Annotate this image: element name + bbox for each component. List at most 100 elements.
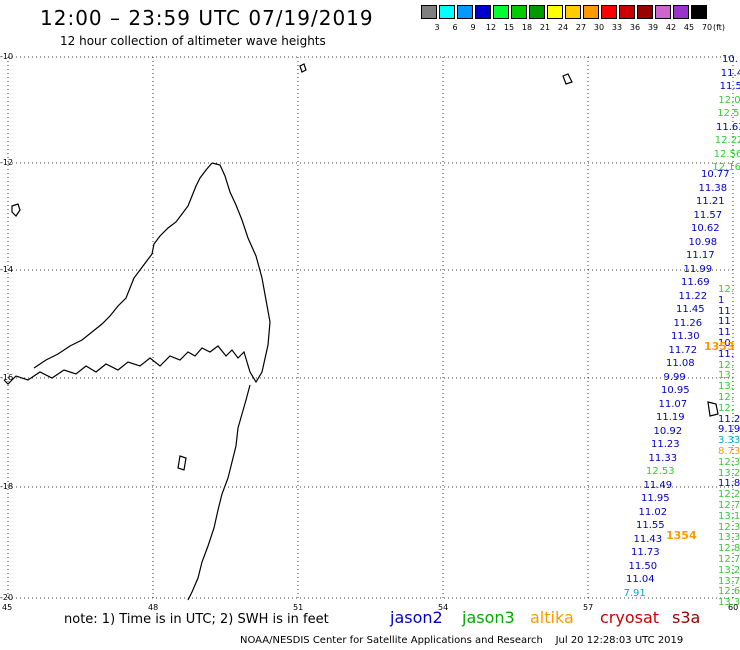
wave-height-value: 12.88	[718, 543, 740, 555]
island-small-2	[299, 63, 307, 73]
colorbar-swatch	[637, 5, 653, 19]
satellite-legend-item: cryosat	[600, 608, 660, 627]
colorbar-swatch	[421, 5, 437, 19]
map-subtitle: 12 hour collection of altimeter wave hei…	[60, 34, 326, 48]
wave-height-value: 10.92	[653, 425, 683, 437]
colorbar-label: 21	[539, 23, 551, 32]
wave-height-value: 12.38	[718, 521, 740, 533]
wave-height-value: 11.22	[678, 290, 708, 302]
wave-height-value: 11.23	[651, 439, 680, 450]
units-note: note: 1) Time is in UTC; 2) SWH is in fe…	[64, 612, 329, 627]
latitude-label: -10	[0, 52, 14, 61]
wave-height-value: 12.	[718, 359, 734, 371]
wave-height-value: 11.30	[671, 331, 700, 342]
wave-height-value: 1	[718, 294, 725, 306]
wave-height-value: 12.53	[717, 108, 740, 119]
wave-height-value: 12.16	[712, 162, 740, 173]
wave-height-value: 11.99	[683, 263, 713, 275]
wave-height-value: 13.21	[718, 564, 740, 576]
wave-height-value: 12.22	[714, 135, 740, 146]
longitude-label: 54	[438, 603, 449, 612]
wave-height-value: 11.49	[643, 479, 673, 491]
wave-height-value: 11.07	[658, 398, 688, 410]
colorbar-label: 27	[575, 23, 587, 32]
timestamp: Jul 20 12:28:03 UTC 2019	[555, 635, 684, 646]
wave-height-value: 10.77	[701, 169, 730, 180]
wave-height-value: 11.04	[626, 574, 655, 585]
colorbar-label: 15	[503, 23, 515, 32]
wave-height-value: 11.69	[681, 277, 710, 288]
wave-height-value: 11.19	[656, 412, 685, 423]
wave-height-value: 11.2	[718, 413, 740, 425]
longitude-label: 48	[148, 603, 159, 612]
wave-height-value: 13.70	[718, 575, 740, 587]
wave-height-value: 10.	[718, 338, 734, 349]
colorbar-label: 18	[521, 23, 533, 32]
wave-height-value: 12.25	[718, 489, 740, 501]
colorbar-label: 36	[629, 23, 641, 32]
island-small-5	[707, 401, 719, 417]
wave-height-value: 11.95	[641, 493, 670, 504]
wave-height-value: 11.85	[718, 478, 740, 490]
longitude-label: 57	[583, 603, 594, 612]
colorbar-label: 45	[683, 23, 695, 32]
credit-text: NOAA/NESDIS Center for Satellite Applica…	[240, 635, 543, 646]
longitude-label: 60	[728, 603, 739, 612]
satellite-legend-item: s3a	[672, 608, 701, 627]
wave-height-value: 12.32	[718, 456, 740, 468]
wave-height-value: 10.95	[661, 385, 690, 396]
colorbar-label: 42	[665, 23, 677, 32]
colorbar-unit: (ft)	[712, 23, 726, 32]
wave-height-value: 13.20	[718, 467, 740, 479]
coastline-main	[3, 162, 271, 601]
wave-height-value: 12.66	[718, 586, 740, 598]
colorbar-swatch	[565, 5, 581, 19]
wave-height-value: 11.08	[666, 358, 695, 369]
satellite-legend-item: jason2	[390, 608, 443, 627]
wave-height-value: 10.	[722, 54, 738, 65]
colorbar-swatch	[529, 5, 545, 19]
altika-value: 1354	[666, 529, 697, 542]
wave-height-value: 12.	[718, 284, 734, 295]
island-small-4	[177, 455, 187, 471]
latitude-label: -16	[0, 373, 14, 382]
wave-height-value: 11	[718, 305, 731, 317]
colorbar-label: 12	[485, 23, 497, 32]
wave-height-value: 13.19	[718, 510, 740, 522]
colorbar-swatch	[439, 5, 455, 19]
wave-height-value: 13.	[718, 381, 734, 393]
wave-height-value: 12.56	[713, 148, 740, 160]
island-small-1	[11, 203, 21, 217]
colorbar-label: 70	[701, 23, 713, 32]
wave-height-value: 12.53	[646, 466, 675, 477]
wave-height-value: 9.99	[663, 371, 686, 383]
colorbar-label: 39	[647, 23, 659, 32]
wave-height-value: 3.33	[718, 435, 740, 447]
madagascar-coastline	[3, 63, 719, 601]
wave-height-value: 11.02	[638, 506, 668, 518]
wave-height-value: 11.50	[628, 560, 658, 572]
colorbar-swatch	[457, 5, 473, 19]
wave-height-value: 10.62	[691, 223, 720, 234]
wave-height-value: 11.21	[696, 196, 725, 207]
wave-height-value: 11.73	[631, 547, 660, 558]
wave-height-value: 11.26	[673, 317, 703, 329]
wave-height-value: 12.	[718, 402, 734, 414]
wave-height-value: 12.78	[718, 500, 740, 511]
wave-height-value: 11.72	[668, 344, 698, 356]
wave-height-value: 11.38	[698, 182, 728, 194]
satellite-legend-item: altika	[530, 608, 574, 627]
wave-height-value: 10.98	[688, 236, 718, 248]
latitude-label: -18	[0, 482, 14, 491]
colorbar-label: 24	[557, 23, 569, 32]
colorbar-swatch	[601, 5, 617, 19]
colorbar-label: 30	[593, 23, 605, 32]
wave-height-value: 12.70	[718, 554, 740, 565]
wave-height-value: 7.91	[623, 587, 646, 599]
island-small-3	[562, 73, 573, 85]
wave-height-value: 11.5	[719, 81, 740, 92]
wave-height-value: 11.63	[716, 121, 740, 133]
wave-height-value: 11.45	[676, 304, 705, 315]
colorbar-swatch	[583, 5, 599, 19]
